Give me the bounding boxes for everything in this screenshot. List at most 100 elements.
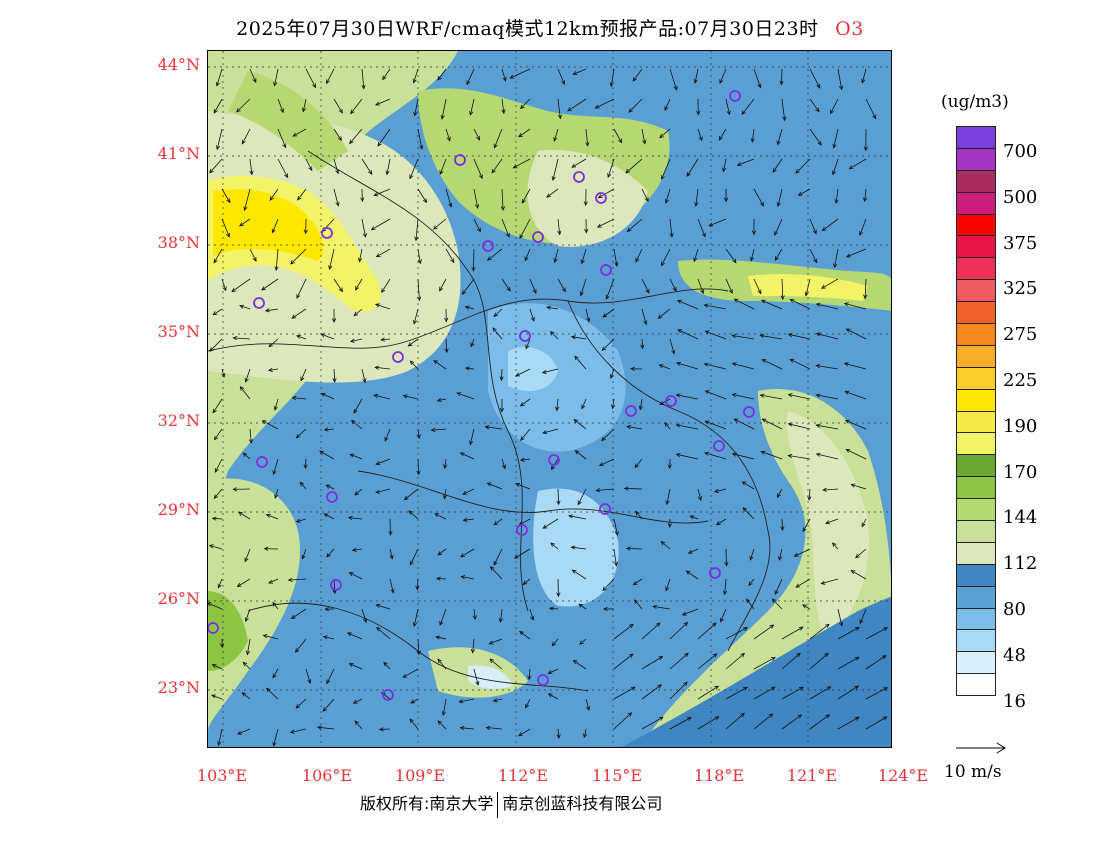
wind-arrow [598,458,615,466]
wind-arrow [815,393,839,400]
wind-arrow [675,423,699,430]
wind-arrow [303,458,308,470]
colorbar-swatch [956,126,996,149]
wind-arrow [373,188,391,197]
wind-arrow [548,606,559,611]
wind-arrow [333,128,342,142]
wind-arrow [641,278,650,294]
colorbar-label: 225 [1003,370,1038,391]
city-marker [537,674,549,686]
wind-arrow [626,218,643,232]
wind-arrow [407,338,419,347]
wind-arrow [292,128,307,137]
wind-arrow [704,451,727,460]
wind-arrow [437,658,447,670]
wind-arrow [493,548,503,566]
wind-arrow [501,278,511,292]
wind-arrow [568,514,587,520]
wind-arrow [723,188,729,203]
lat-label-26n: 26°N [157,589,200,608]
wind-arrow [641,684,663,700]
wind-arrow [385,158,391,176]
wind-arrow [731,393,755,400]
lon-label-124e: 124°E [877,766,929,785]
wind-arrow [238,511,251,520]
wind-arrow [837,68,844,91]
wind-arrow [660,540,671,550]
wind-arrow [676,299,699,310]
wind-arrow [837,685,859,700]
city-marker [599,503,611,515]
wind-arrow [720,608,727,623]
wind-arrow [789,298,811,310]
colorbar-swatch [956,323,996,346]
wind-arrow [573,418,587,430]
wind-arrow [697,278,705,295]
wind-arrow [697,622,717,640]
wind-arrow [714,488,727,493]
colorbar-swatch [956,454,996,478]
wind-arrow [409,718,419,730]
wind-arrow [262,634,279,640]
wind-arrow [664,98,671,112]
wind-arrow [416,458,421,476]
wind-arrow [444,308,449,323]
wind-arrow [703,362,727,370]
wind-arrow [609,68,615,88]
wind-arrow [389,578,395,594]
wind-arrow [244,548,251,563]
wind-arrow [211,664,223,670]
wind-arrow [433,360,447,370]
wind-arrow [217,728,223,747]
wind-arrow [753,68,762,89]
wind-arrow [221,368,226,378]
wind-arrow [772,158,783,173]
wind-arrow [333,158,340,175]
lat-label-41n: 41°N [157,144,200,163]
wind-arrow [460,548,475,558]
wind-arrow [607,158,615,178]
wind-arrow [323,427,335,432]
colorbar-units: (ug/m3) [941,92,1009,112]
wind-arrow [815,364,839,370]
colorbar-label: 700 [1003,141,1038,162]
wind-arrow [602,308,615,318]
wind-arrow [498,608,503,623]
wind-arrow [550,542,559,550]
wind-arrow [774,218,783,236]
wind-arrow [493,308,503,318]
wind-arrow [350,419,363,430]
wind-arrow [471,248,476,272]
wind-arrow [809,68,821,89]
wind-arrow [237,728,251,735]
wind-arrow [518,128,531,138]
wind-arrow [731,334,755,340]
wind-arrow [437,548,447,556]
wind-arrow [243,188,251,212]
wind-arrow [464,366,475,371]
wind-arrow [299,481,307,490]
wind-arrow [570,545,587,550]
wind-arrow [462,488,475,495]
wind-arrow [249,68,257,84]
wind-arrow [326,668,335,685]
wind-arrow [527,668,532,681]
wind-arrow [704,330,727,340]
wind-arrow [493,518,503,526]
wind-arrow [349,128,363,145]
wind-arrow [833,248,839,269]
wind-arrow [553,248,559,264]
wind-arrow [382,68,391,81]
wind-arrow [780,278,785,301]
wind-arrow [725,652,745,670]
wind-arrow [213,98,223,114]
wind-arrow [665,578,671,592]
wind-arrow [667,458,672,470]
wind-arrow [821,278,839,289]
wind-arrow [613,128,623,144]
wind-arrow [273,398,279,411]
wind-arrow [216,128,223,151]
wind-arrow [436,397,447,403]
colorbar-swatch [956,476,996,500]
wind-arrow [689,515,699,520]
